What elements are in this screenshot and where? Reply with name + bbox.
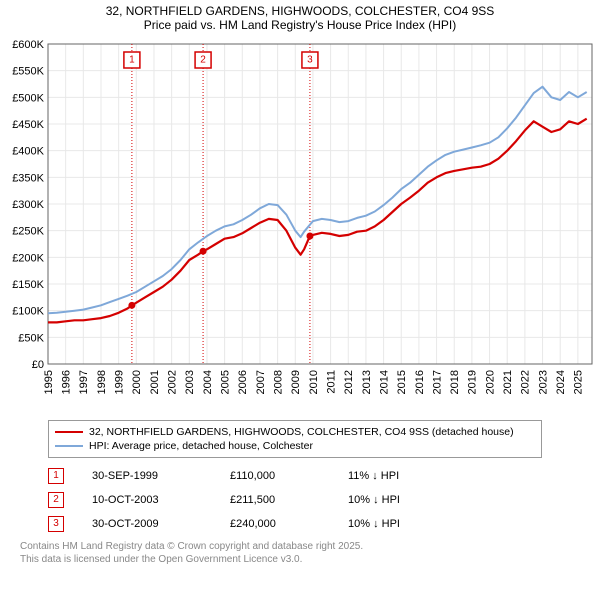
svg-text:1995: 1995 [43, 370, 55, 394]
title-line-1: 32, NORTHFIELD GARDENS, HIGHWOODS, COLCH… [0, 4, 600, 18]
sale-marker: 1 [48, 468, 64, 484]
svg-text:2000: 2000 [131, 370, 143, 394]
svg-text:1996: 1996 [61, 370, 73, 394]
svg-text:2022: 2022 [520, 370, 532, 394]
svg-text:£0: £0 [32, 359, 44, 371]
svg-text:2009: 2009 [290, 370, 302, 394]
sale-delta: 10% ↓ HPI [348, 494, 438, 506]
footer-line-2: This data is licensed under the Open Gov… [20, 553, 600, 566]
svg-text:1998: 1998 [96, 370, 108, 394]
svg-text:1997: 1997 [78, 370, 90, 394]
svg-text:£600K: £600K [12, 39, 44, 51]
sales-table: 1 30-SEP-1999 £110,000 11% ↓ HPI 2 10-OCT-200… [48, 464, 600, 536]
svg-text:2: 2 [200, 55, 206, 66]
svg-text:1999: 1999 [113, 370, 125, 394]
footer-line-1: Contains HM Land Registry data © Crown c… [20, 540, 600, 553]
svg-text:2015: 2015 [396, 370, 408, 394]
svg-text:2006: 2006 [237, 370, 249, 394]
legend: 32, NORTHFIELD GARDENS, HIGHWOODS, COLCH… [48, 420, 542, 458]
svg-text:2007: 2007 [255, 370, 267, 394]
svg-text:£100K: £100K [12, 306, 44, 318]
chart-plot-area: £0 £50K £100K £150K £200K £250K £300K £350K £400… [0, 34, 600, 414]
svg-text:2005: 2005 [219, 370, 231, 394]
svg-text:2024: 2024 [555, 370, 567, 394]
svg-text:2019: 2019 [467, 370, 479, 394]
sale-row: 1 30-SEP-1999 £110,000 11% ↓ HPI [48, 464, 600, 488]
chart-container: 32, NORTHFIELD GARDENS, HIGHWOODS, COLCH… [0, 0, 600, 566]
svg-text:2008: 2008 [272, 370, 284, 394]
sale-row: 3 30-OCT-2009 £240,000 10% ↓ HPI [48, 512, 600, 536]
svg-text:£450K: £450K [12, 119, 44, 131]
legend-label: 32, NORTHFIELD GARDENS, HIGHWOODS, COLCH… [89, 426, 514, 438]
svg-text:2020: 2020 [484, 370, 496, 394]
title-line-2: Price paid vs. HM Land Registry's House … [0, 18, 600, 32]
sale-price: £110,000 [230, 470, 320, 482]
svg-text:£250K: £250K [12, 226, 44, 238]
svg-text:£350K: £350K [12, 172, 44, 184]
svg-text:2012: 2012 [343, 370, 355, 394]
sale-marker: 2 [48, 492, 64, 508]
sale-delta: 10% ↓ HPI [348, 518, 438, 530]
svg-text:2018: 2018 [449, 370, 461, 394]
svg-text:2021: 2021 [502, 370, 514, 394]
legend-item: HPI: Average price, detached house, Colc… [55, 439, 535, 453]
svg-text:£50K: £50K [18, 332, 44, 344]
sale-price: £240,000 [230, 518, 320, 530]
sale-marker: 3 [48, 516, 64, 532]
svg-text:2003: 2003 [184, 370, 196, 394]
sale-date: 30-OCT-2009 [92, 518, 202, 530]
svg-text:2017: 2017 [431, 370, 443, 394]
sale-price: £211,500 [230, 494, 320, 506]
chart-svg: £0 £50K £100K £150K £200K £250K £300K £350K £400… [0, 34, 600, 414]
svg-text:3: 3 [307, 55, 313, 66]
sale-date: 10-OCT-2003 [92, 494, 202, 506]
svg-text:2025: 2025 [573, 370, 585, 394]
svg-text:£400K: £400K [12, 146, 44, 158]
sale-date: 30-SEP-1999 [92, 470, 202, 482]
svg-text:2014: 2014 [378, 370, 390, 394]
svg-text:2011: 2011 [325, 370, 337, 394]
legend-label: HPI: Average price, detached house, Colc… [89, 440, 313, 452]
svg-text:2010: 2010 [308, 370, 320, 394]
sale-delta: 11% ↓ HPI [348, 470, 438, 482]
svg-text:2004: 2004 [202, 370, 214, 394]
legend-item: 32, NORTHFIELD GARDENS, HIGHWOODS, COLCH… [55, 425, 535, 439]
chart-title: 32, NORTHFIELD GARDENS, HIGHWOODS, COLCH… [0, 0, 600, 34]
svg-text:£200K: £200K [12, 252, 44, 264]
legend-swatch [55, 431, 83, 433]
svg-text:2023: 2023 [537, 370, 549, 394]
svg-text:2016: 2016 [414, 370, 426, 394]
legend-swatch [55, 445, 83, 447]
footer-attribution: Contains HM Land Registry data © Crown c… [20, 540, 600, 566]
svg-text:£150K: £150K [12, 279, 44, 291]
sale-row: 2 10-OCT-2003 £211,500 10% ↓ HPI [48, 488, 600, 512]
svg-text:2001: 2001 [149, 370, 161, 394]
svg-text:£500K: £500K [12, 92, 44, 104]
svg-text:£550K: £550K [12, 66, 44, 78]
svg-text:£300K: £300K [12, 199, 44, 211]
svg-text:2002: 2002 [166, 370, 178, 394]
svg-text:1: 1 [129, 55, 135, 66]
svg-text:2013: 2013 [361, 370, 373, 394]
